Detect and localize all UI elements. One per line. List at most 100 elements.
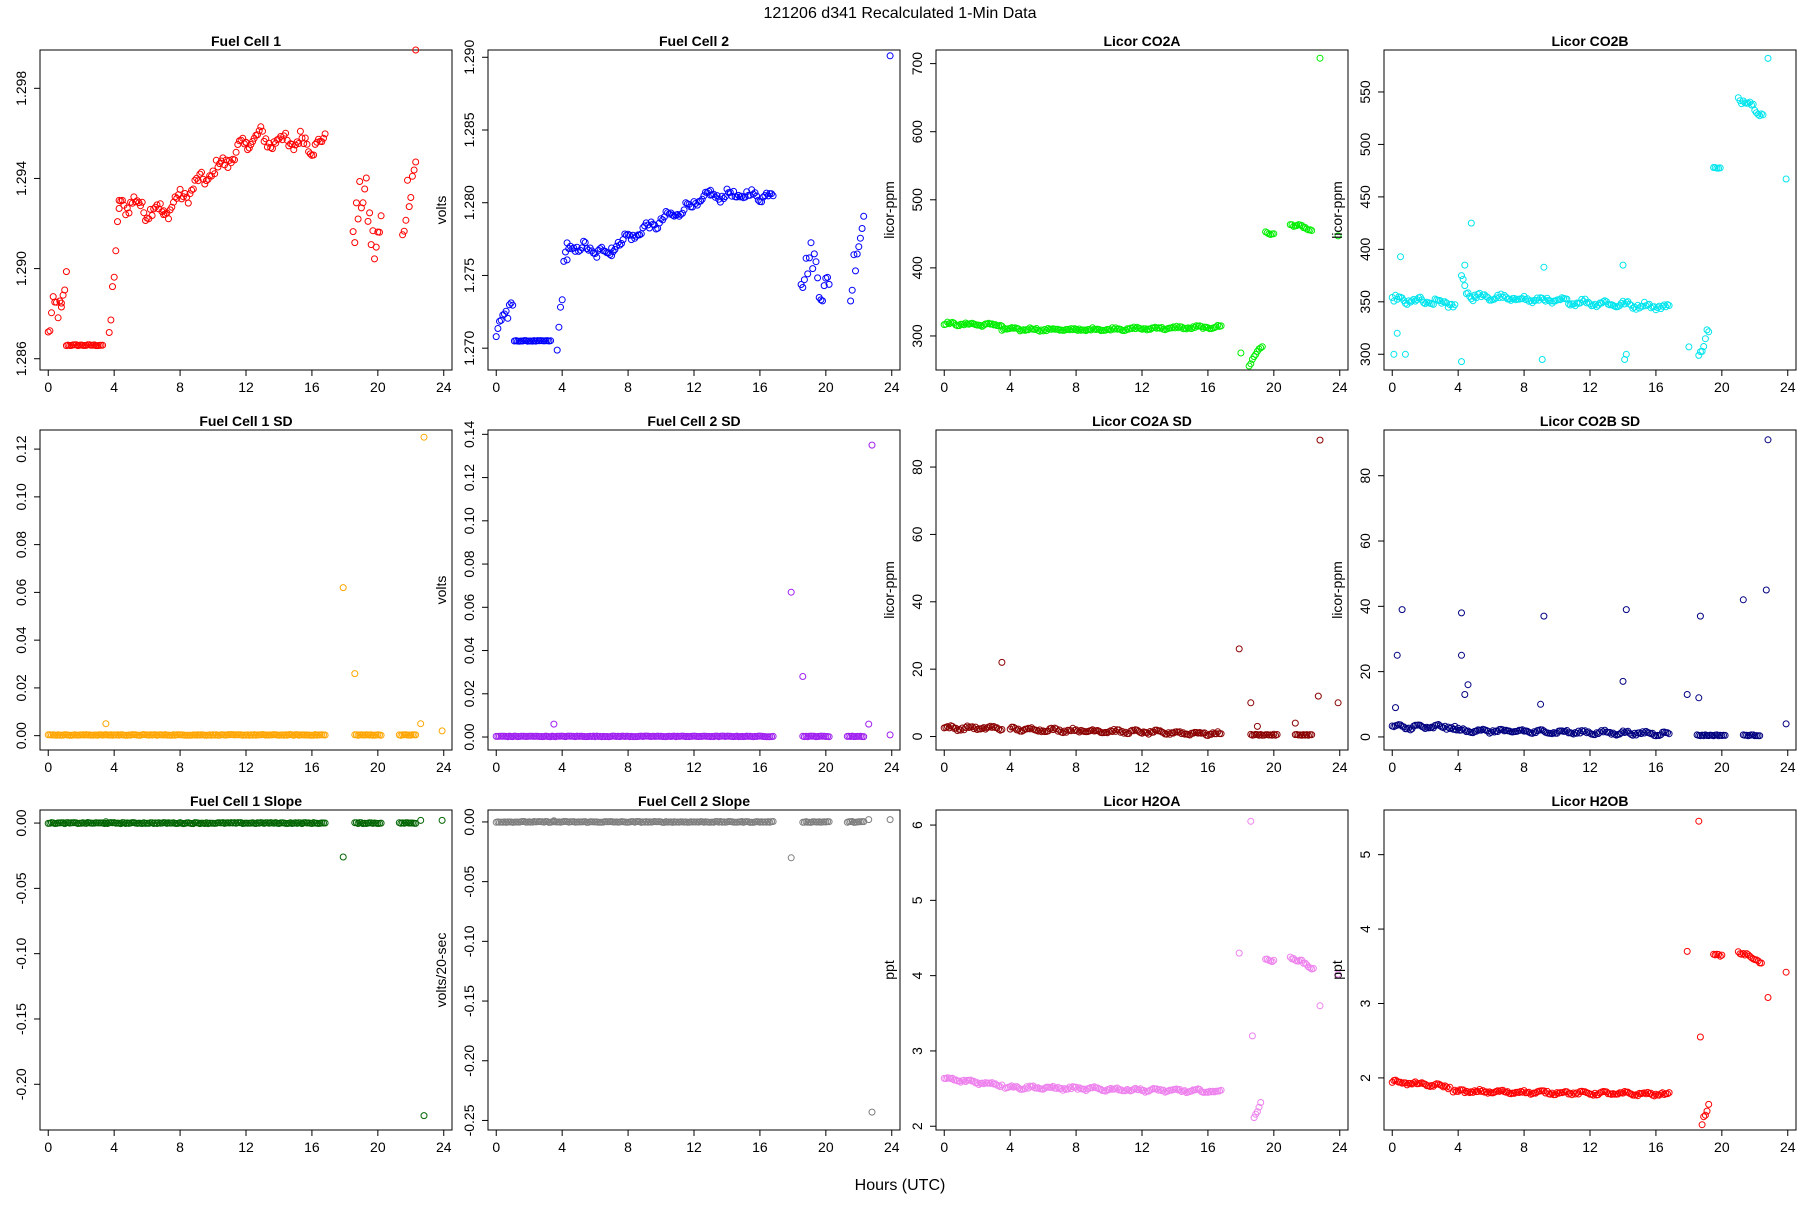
data-point — [1393, 329, 1401, 337]
data-point — [1250, 1114, 1258, 1122]
x-tick-label: 4 — [1006, 379, 1014, 395]
data-point — [787, 854, 795, 862]
data-point — [805, 254, 813, 262]
data-point — [825, 280, 833, 288]
y-tick-label: 0.06 — [461, 593, 477, 620]
data-point — [1756, 732, 1764, 740]
data-point — [738, 192, 746, 200]
data-point — [402, 216, 410, 224]
data-point — [1499, 726, 1507, 734]
panel-title: Licor CO2A SD — [1092, 413, 1192, 429]
data-point — [1288, 221, 1296, 229]
data-point — [420, 433, 428, 441]
y-tick-label: 40 — [909, 594, 925, 610]
data-point — [1489, 727, 1497, 735]
y-tick-label: 1.286 — [13, 341, 29, 376]
data-point — [1398, 606, 1406, 614]
x-tick-label: 4 — [558, 379, 566, 395]
data-point — [161, 210, 169, 218]
data-point — [1169, 323, 1177, 331]
data-point — [1453, 726, 1460, 734]
x-tick-label: 24 — [1332, 379, 1348, 395]
data-point — [1089, 324, 1097, 332]
data-point — [1212, 323, 1220, 331]
data-point — [107, 316, 115, 324]
data-point — [855, 243, 863, 251]
data-point — [377, 731, 385, 739]
data-point — [1075, 728, 1083, 736]
data-point — [1334, 970, 1342, 978]
data-point — [1087, 326, 1095, 334]
data-point — [944, 723, 951, 731]
data-point — [1209, 729, 1217, 737]
data-point — [412, 819, 420, 827]
data-point — [960, 1076, 968, 1084]
data-point — [1199, 324, 1207, 332]
data-point — [550, 720, 558, 728]
data-point — [825, 818, 833, 826]
data-point — [1716, 164, 1724, 172]
x-tick-label: 4 — [1006, 759, 1014, 775]
x-tick-label: 16 — [304, 379, 320, 395]
panel-h2ob: Licor H2OB ppt 0 4 8 12 16 20 24 2 3 4 5 — [1329, 793, 1797, 1155]
data-point — [127, 198, 135, 206]
data-point — [140, 209, 148, 217]
data-point — [1591, 1089, 1599, 1097]
data-point — [618, 240, 625, 247]
data-point — [1031, 326, 1039, 333]
y-tick-label: 80 — [909, 459, 925, 475]
data-point — [571, 247, 579, 255]
x-tick-label: 24 — [1780, 759, 1796, 775]
data-point — [1665, 730, 1673, 738]
data-point — [986, 722, 994, 730]
data-point — [720, 195, 728, 203]
data-point — [1487, 728, 1495, 736]
y-tick-label: 20 — [909, 661, 925, 677]
data-point — [438, 727, 446, 735]
data-point — [998, 658, 1006, 666]
y-tick-label: 1.290 — [13, 251, 29, 286]
data-point — [677, 210, 685, 218]
plot-frame — [1383, 809, 1797, 1131]
x-tick-label: 12 — [1134, 379, 1150, 395]
data-point — [1393, 651, 1401, 659]
data-point — [504, 314, 512, 322]
x-tick-label: 24 — [1332, 759, 1348, 775]
panel-co2asd: Licor CO2A SD licor-ppm 0 4 8 12 16 20 24 0 20 40 60… — [881, 413, 1349, 775]
data-point — [318, 138, 326, 146]
data-point — [728, 192, 736, 200]
data-point — [1538, 356, 1546, 363]
y-tick-label: 5 — [909, 896, 925, 904]
data-point — [1191, 324, 1199, 331]
data-point — [1467, 219, 1475, 227]
data-point — [802, 254, 810, 262]
data-point — [1069, 326, 1077, 334]
data-point — [751, 189, 759, 197]
data-point — [194, 177, 202, 185]
data-point — [1410, 1079, 1418, 1087]
data-point — [1705, 1100, 1713, 1108]
data-point — [1171, 324, 1179, 332]
y-tick-label: 1.294 — [13, 161, 29, 196]
x-tick-label: 0 — [1388, 1139, 1396, 1155]
data-points — [1388, 54, 1790, 366]
data-point — [1619, 1089, 1627, 1097]
y-tick-label: 4 — [909, 972, 925, 980]
data-point — [713, 192, 721, 200]
data-point — [366, 209, 374, 217]
data-point — [609, 248, 617, 256]
data-point — [769, 818, 777, 825]
data-point — [148, 212, 156, 219]
panel-co2bsd: Licor CO2B SD licor-ppm 0 4 8 12 16 20 24 0 20 40 60… — [1329, 413, 1797, 775]
data-point — [496, 317, 503, 325]
data-point — [1573, 1089, 1581, 1097]
data-point — [868, 441, 876, 449]
data-point — [1782, 968, 1790, 976]
y-tick-label: 1.298 — [13, 71, 29, 106]
data-point — [349, 228, 357, 236]
data-points — [1388, 436, 1790, 740]
data-point — [354, 215, 362, 223]
panel-fc2slope: Fuel Cell 2 Slope volts/20-sec 0 4 8 12 16 20 24… — [433, 793, 901, 1155]
data-point — [1705, 328, 1713, 336]
data-point — [1089, 1084, 1097, 1092]
